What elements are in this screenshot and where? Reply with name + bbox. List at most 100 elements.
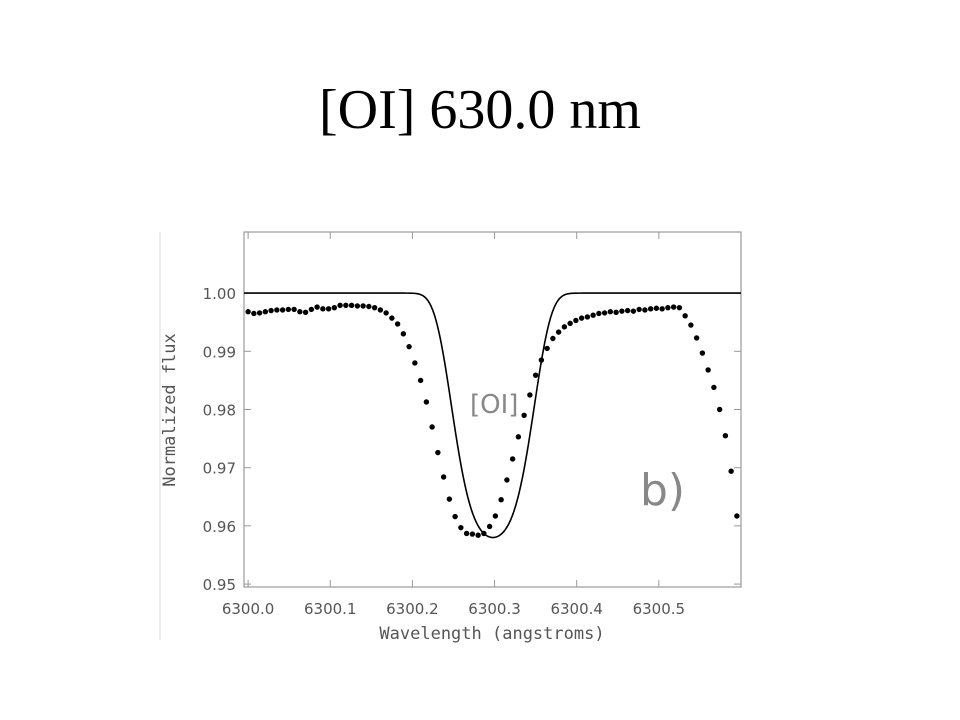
data-point — [320, 306, 326, 312]
data-point — [699, 350, 706, 356]
data-point — [469, 531, 476, 537]
data-point — [670, 304, 677, 310]
data-point — [400, 331, 407, 337]
data-point — [440, 474, 447, 480]
data-point — [688, 322, 694, 328]
data-point — [262, 309, 269, 315]
data-point — [561, 324, 568, 330]
data-point — [475, 532, 481, 538]
data-point — [481, 530, 487, 537]
x-tick-label: 6300.0 — [222, 600, 275, 618]
data-point — [458, 524, 464, 531]
data-point — [630, 308, 637, 314]
data-point — [268, 307, 274, 314]
data-point — [607, 309, 614, 315]
data-point — [308, 306, 315, 313]
data-point — [613, 309, 619, 316]
data-point — [389, 315, 395, 321]
y-axis-title: Normalized flux — [160, 333, 180, 487]
data-point — [360, 303, 366, 309]
data-point — [544, 345, 550, 352]
data-point — [682, 313, 688, 319]
data-point — [509, 456, 516, 462]
data-point — [653, 305, 660, 311]
data-point — [538, 357, 545, 363]
data-point — [601, 310, 608, 316]
data-point — [567, 320, 573, 327]
data-point — [423, 399, 430, 405]
data-point — [659, 306, 665, 312]
x-tick-label: 6300.2 — [386, 600, 439, 618]
data-point — [642, 307, 648, 313]
observed-data-points — [245, 302, 740, 538]
y-tick-label: 0.99 — [203, 343, 236, 361]
x-tick-label: 6300.3 — [468, 600, 521, 618]
data-point — [550, 335, 556, 342]
data-point — [297, 309, 303, 315]
data-point — [325, 306, 332, 312]
data-point — [498, 497, 504, 503]
data-point — [636, 306, 642, 313]
data-point — [624, 307, 631, 314]
data-point — [331, 304, 338, 311]
x-tick-label: 6300.4 — [550, 600, 603, 618]
slide-title: [OI] 630.0 nm — [319, 79, 641, 141]
y-axis-ticks: 0.95 0.96 0.97 0.98 0.99 1.00 — [203, 285, 741, 594]
data-point — [343, 302, 349, 309]
data-point — [371, 304, 378, 311]
data-point — [314, 304, 320, 310]
data-point — [463, 530, 470, 537]
data-point — [728, 468, 734, 474]
data-point — [711, 384, 717, 391]
data-point — [446, 496, 453, 502]
data-point — [504, 477, 510, 483]
data-point — [245, 309, 251, 315]
data-point — [429, 424, 435, 430]
y-tick-label: 0.95 — [203, 576, 236, 594]
data-point — [590, 312, 596, 318]
x-tick-label: 6300.5 — [633, 600, 686, 618]
data-point — [279, 307, 286, 313]
data-point — [274, 307, 280, 313]
y-tick-label: 1.00 — [203, 285, 236, 303]
data-point — [366, 303, 372, 310]
data-point — [647, 306, 654, 312]
panel-label: b) — [640, 465, 685, 516]
data-point — [665, 304, 671, 311]
data-point — [383, 310, 389, 316]
data-point — [578, 315, 585, 321]
data-point — [486, 523, 493, 530]
data-point — [619, 308, 625, 314]
y-tick-label: 0.97 — [203, 460, 236, 478]
data-point — [722, 432, 729, 439]
data-point — [527, 392, 533, 398]
data-point — [452, 513, 458, 520]
data-point — [256, 310, 263, 316]
data-point — [291, 306, 297, 313]
line-annotation: [OI] — [470, 390, 518, 420]
data-point — [417, 377, 424, 384]
data-point — [584, 314, 591, 320]
data-point — [716, 406, 723, 413]
data-point — [705, 367, 711, 373]
y-tick-label: 0.98 — [203, 402, 236, 420]
data-point — [734, 513, 740, 519]
data-point — [354, 303, 361, 309]
x-axis-title: Wavelength (angstroms) — [379, 624, 604, 644]
data-point — [676, 304, 683, 311]
data-point — [251, 310, 257, 317]
data-point — [302, 309, 309, 316]
y-tick-label: 0.96 — [203, 518, 236, 536]
data-point — [337, 302, 343, 309]
x-axis-ticks: 6300.0 6300.1 6300.2 6300.3 6300.4 6300.5 — [222, 232, 685, 618]
data-point — [492, 513, 499, 519]
data-point — [394, 321, 401, 327]
data-point — [412, 360, 418, 366]
data-point — [532, 372, 539, 378]
data-point — [406, 343, 412, 350]
data-point — [348, 302, 355, 309]
data-point — [435, 449, 441, 456]
x-tick-label: 6300.1 — [304, 600, 357, 618]
data-point — [573, 317, 579, 324]
